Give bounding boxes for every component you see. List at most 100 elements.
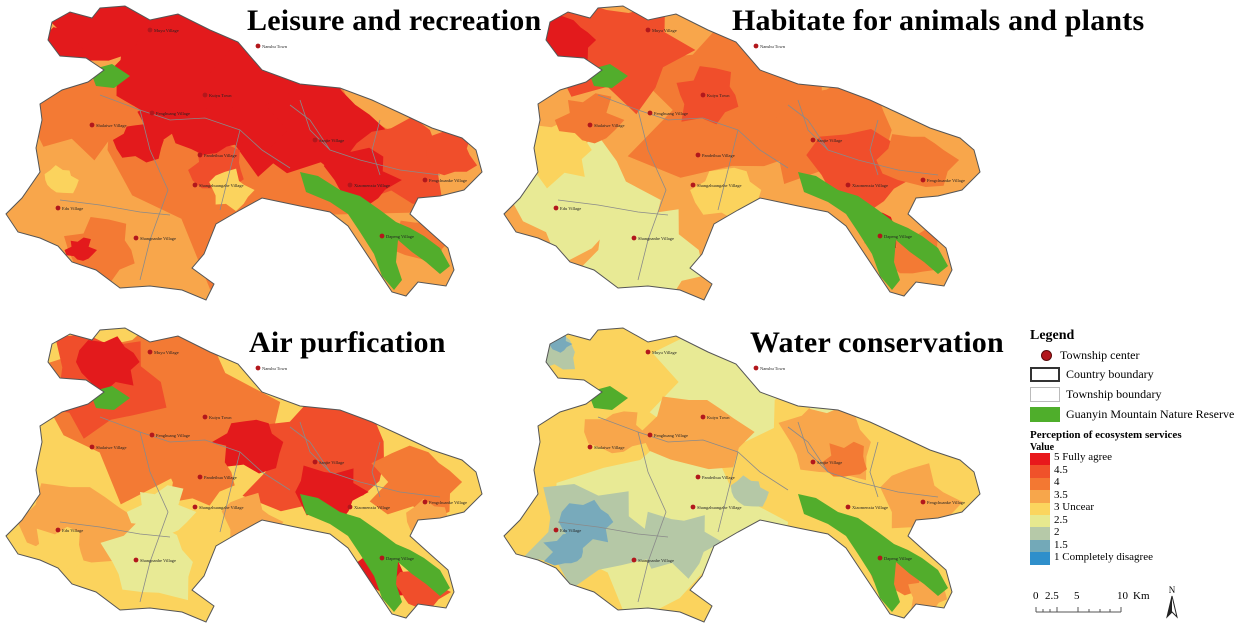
township-center-marker	[197, 474, 203, 480]
township-center-marker	[422, 499, 428, 505]
township-center-marker	[695, 152, 701, 158]
township-center-marker	[695, 474, 701, 480]
color-ramp	[1030, 453, 1050, 565]
air-perception-patch	[28, 526, 84, 571]
township-center-marker	[192, 182, 198, 188]
air-country-boundary	[5, 327, 483, 623]
habitat-township-boundary	[869, 119, 879, 176]
village-label: Pandeihua Village	[204, 153, 237, 158]
township-center-marker	[631, 235, 637, 241]
village-label: Kuiyu Town	[707, 93, 730, 98]
township-center-marker	[690, 182, 696, 188]
village-label: Shangzhuangzhe Village	[697, 505, 742, 510]
township-center-marker	[647, 110, 653, 116]
air-township-boundary	[299, 421, 441, 498]
village-label: Shalaiwe Village	[96, 123, 127, 128]
village-label: Pandeihua Village	[702, 475, 735, 480]
scale-line	[1035, 607, 1122, 613]
ramp-label-1-5: 1.5	[1054, 539, 1068, 551]
leisure-township-boundary	[59, 199, 171, 216]
leisure-township-boundary	[139, 109, 169, 281]
nature-reserve-icon	[1030, 407, 1060, 422]
habitat-township-boundary	[717, 129, 739, 211]
habitat-township-boundary	[557, 199, 669, 216]
habitat-perception-patch	[676, 66, 739, 125]
township-center-marker	[379, 233, 385, 239]
habitat-perception-patch	[548, 6, 696, 115]
legend-title: Legend	[1030, 328, 1075, 343]
village-label: Sanjie Village	[817, 460, 842, 465]
township-center-marker	[845, 504, 851, 510]
township-center-marker	[347, 182, 353, 188]
village-label: Edu Village	[560, 528, 581, 533]
township-center-marker	[312, 137, 318, 143]
township-center-marker	[810, 459, 816, 465]
ramp-swatch-2	[1030, 527, 1050, 540]
village-label: Fengchuanke Village	[429, 178, 467, 183]
township-center-marker	[133, 235, 139, 241]
township-center-marker	[197, 152, 203, 158]
village-label: Pandeihua Village	[702, 153, 735, 158]
village-label: Sanjie Village	[319, 138, 344, 143]
habitat-perception-patch	[554, 93, 625, 144]
ramp-swatch-5	[1030, 453, 1050, 466]
water-township-boundary	[717, 451, 739, 533]
township-center-marker	[631, 557, 637, 563]
scale-tick-0: 0	[1033, 590, 1039, 602]
village-label: Edu Village	[62, 206, 83, 211]
air-township-boundary	[139, 431, 169, 603]
township-center-marker	[553, 205, 559, 211]
township-center-marker	[845, 182, 851, 188]
township-center-marker	[147, 27, 153, 33]
ramp-label-3-5: 3.5	[1054, 489, 1068, 501]
village-label: Muyu Village	[154, 350, 179, 355]
perception-title: Perception of ecosystem services	[1030, 429, 1182, 441]
village-label: Muyu Village	[652, 28, 677, 33]
air-township-boundary	[371, 441, 381, 498]
village-label: Shangnanhe Village	[140, 558, 176, 563]
air-perception-patch	[76, 336, 140, 396]
village-label: Fengchuanke Village	[927, 500, 965, 505]
ramp-label-3: 3 Uncear	[1054, 501, 1095, 513]
township-center-marker	[55, 205, 61, 211]
ramp-swatch-3	[1030, 502, 1050, 515]
village-label: Shangnanhe Village	[638, 236, 674, 241]
legend-township-center: Township center	[1030, 348, 1139, 363]
legend-township-boundary-label: Township boundary	[1066, 387, 1162, 401]
ramp-swatch-4-5	[1030, 465, 1050, 478]
village-label: Shangzhuangzhe Village	[697, 183, 742, 188]
ramp-label-2: 2	[1054, 526, 1060, 538]
village-label: Edu Village	[62, 528, 83, 533]
water-township-boundary	[787, 426, 829, 473]
air-township-boundary	[289, 426, 331, 473]
perception-value-label: Value	[1030, 442, 1055, 453]
village-label: Fengchuanke Village	[927, 178, 965, 183]
air-perception-patch	[369, 445, 463, 521]
village-label: Fenghuang Village	[156, 111, 190, 116]
village-label: Fenghuang Village	[156, 433, 190, 438]
village-label: Fengchuanke Village	[429, 500, 467, 505]
township-center-marker	[920, 499, 926, 505]
village-label: Xiaomenxia Village	[354, 183, 390, 188]
habitat-township-boundary	[797, 99, 939, 176]
scale-unit: Km	[1133, 590, 1150, 602]
village-label: Fenghuang Village	[654, 111, 688, 116]
north-label: N	[1168, 585, 1176, 595]
township-center-marker	[553, 527, 559, 533]
water-perception-patch	[543, 532, 583, 566]
township-center-marker	[645, 27, 651, 33]
habitat-township-boundary	[637, 109, 667, 281]
habitat-perception-patch	[629, 240, 692, 299]
village-label: Shalaiwe Village	[96, 445, 127, 450]
water-perception-patch	[822, 441, 867, 477]
water-perception-patch	[730, 475, 769, 507]
legend-country-boundary: Country boundary	[1030, 367, 1154, 382]
township-center-marker	[202, 414, 208, 420]
water-township-boundary	[797, 421, 939, 498]
village-label: Sanjie Village	[817, 138, 842, 143]
township-center-marker	[753, 365, 759, 371]
map-panel-air: Muyu Village Nanshu Town Kuiyu Town Shalaiw…	[0, 322, 500, 628]
leisure-country-boundary	[5, 5, 483, 301]
water-perception-patch	[638, 511, 723, 579]
legend-country-boundary-label: Country boundary	[1066, 367, 1154, 381]
